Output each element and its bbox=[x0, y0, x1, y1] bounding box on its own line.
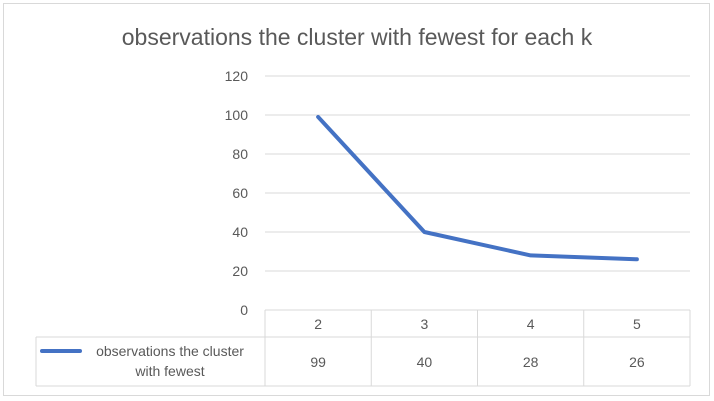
table-value-2: 99 bbox=[310, 354, 326, 370]
series-layer bbox=[316, 114, 639, 262]
data-point-3 bbox=[422, 230, 426, 234]
y-tick-label-120: 120 bbox=[225, 68, 249, 84]
x-category-label-3: 3 bbox=[420, 316, 428, 332]
legend: observations the cluster with fewest bbox=[40, 343, 244, 379]
data-point-5 bbox=[635, 257, 639, 261]
y-tick-label-80: 80 bbox=[232, 146, 248, 162]
chart-frame bbox=[3, 3, 710, 396]
y-tick-label-60: 60 bbox=[232, 185, 248, 201]
table-value-5: 26 bbox=[629, 354, 645, 370]
data-table: 2 3 4 5 99 40 28 26 bbox=[35, 309, 691, 387]
y-axis-tick-labels: 0 20 40 60 80 100 120 bbox=[225, 68, 249, 318]
table-value-4: 28 bbox=[523, 354, 539, 370]
y-tick-label-0: 0 bbox=[240, 302, 248, 318]
y-tick-label-100: 100 bbox=[225, 107, 249, 123]
legend-label-line-2: with fewest bbox=[134, 363, 204, 379]
table-value-3: 40 bbox=[417, 354, 433, 370]
data-point-4 bbox=[529, 253, 533, 257]
legend-label-line-1: observations the cluster bbox=[96, 343, 244, 359]
x-category-label-5: 5 bbox=[633, 316, 641, 332]
data-point-2 bbox=[316, 115, 320, 119]
y-tick-label-20: 20 bbox=[232, 263, 248, 279]
chart-title: observations the cluster with fewest for… bbox=[122, 24, 593, 50]
x-category-label-2: 2 bbox=[314, 316, 322, 332]
gridlines bbox=[265, 75, 690, 272]
series-line bbox=[316, 114, 639, 262]
y-tick-label-40: 40 bbox=[232, 224, 248, 240]
x-category-label-4: 4 bbox=[527, 316, 535, 332]
